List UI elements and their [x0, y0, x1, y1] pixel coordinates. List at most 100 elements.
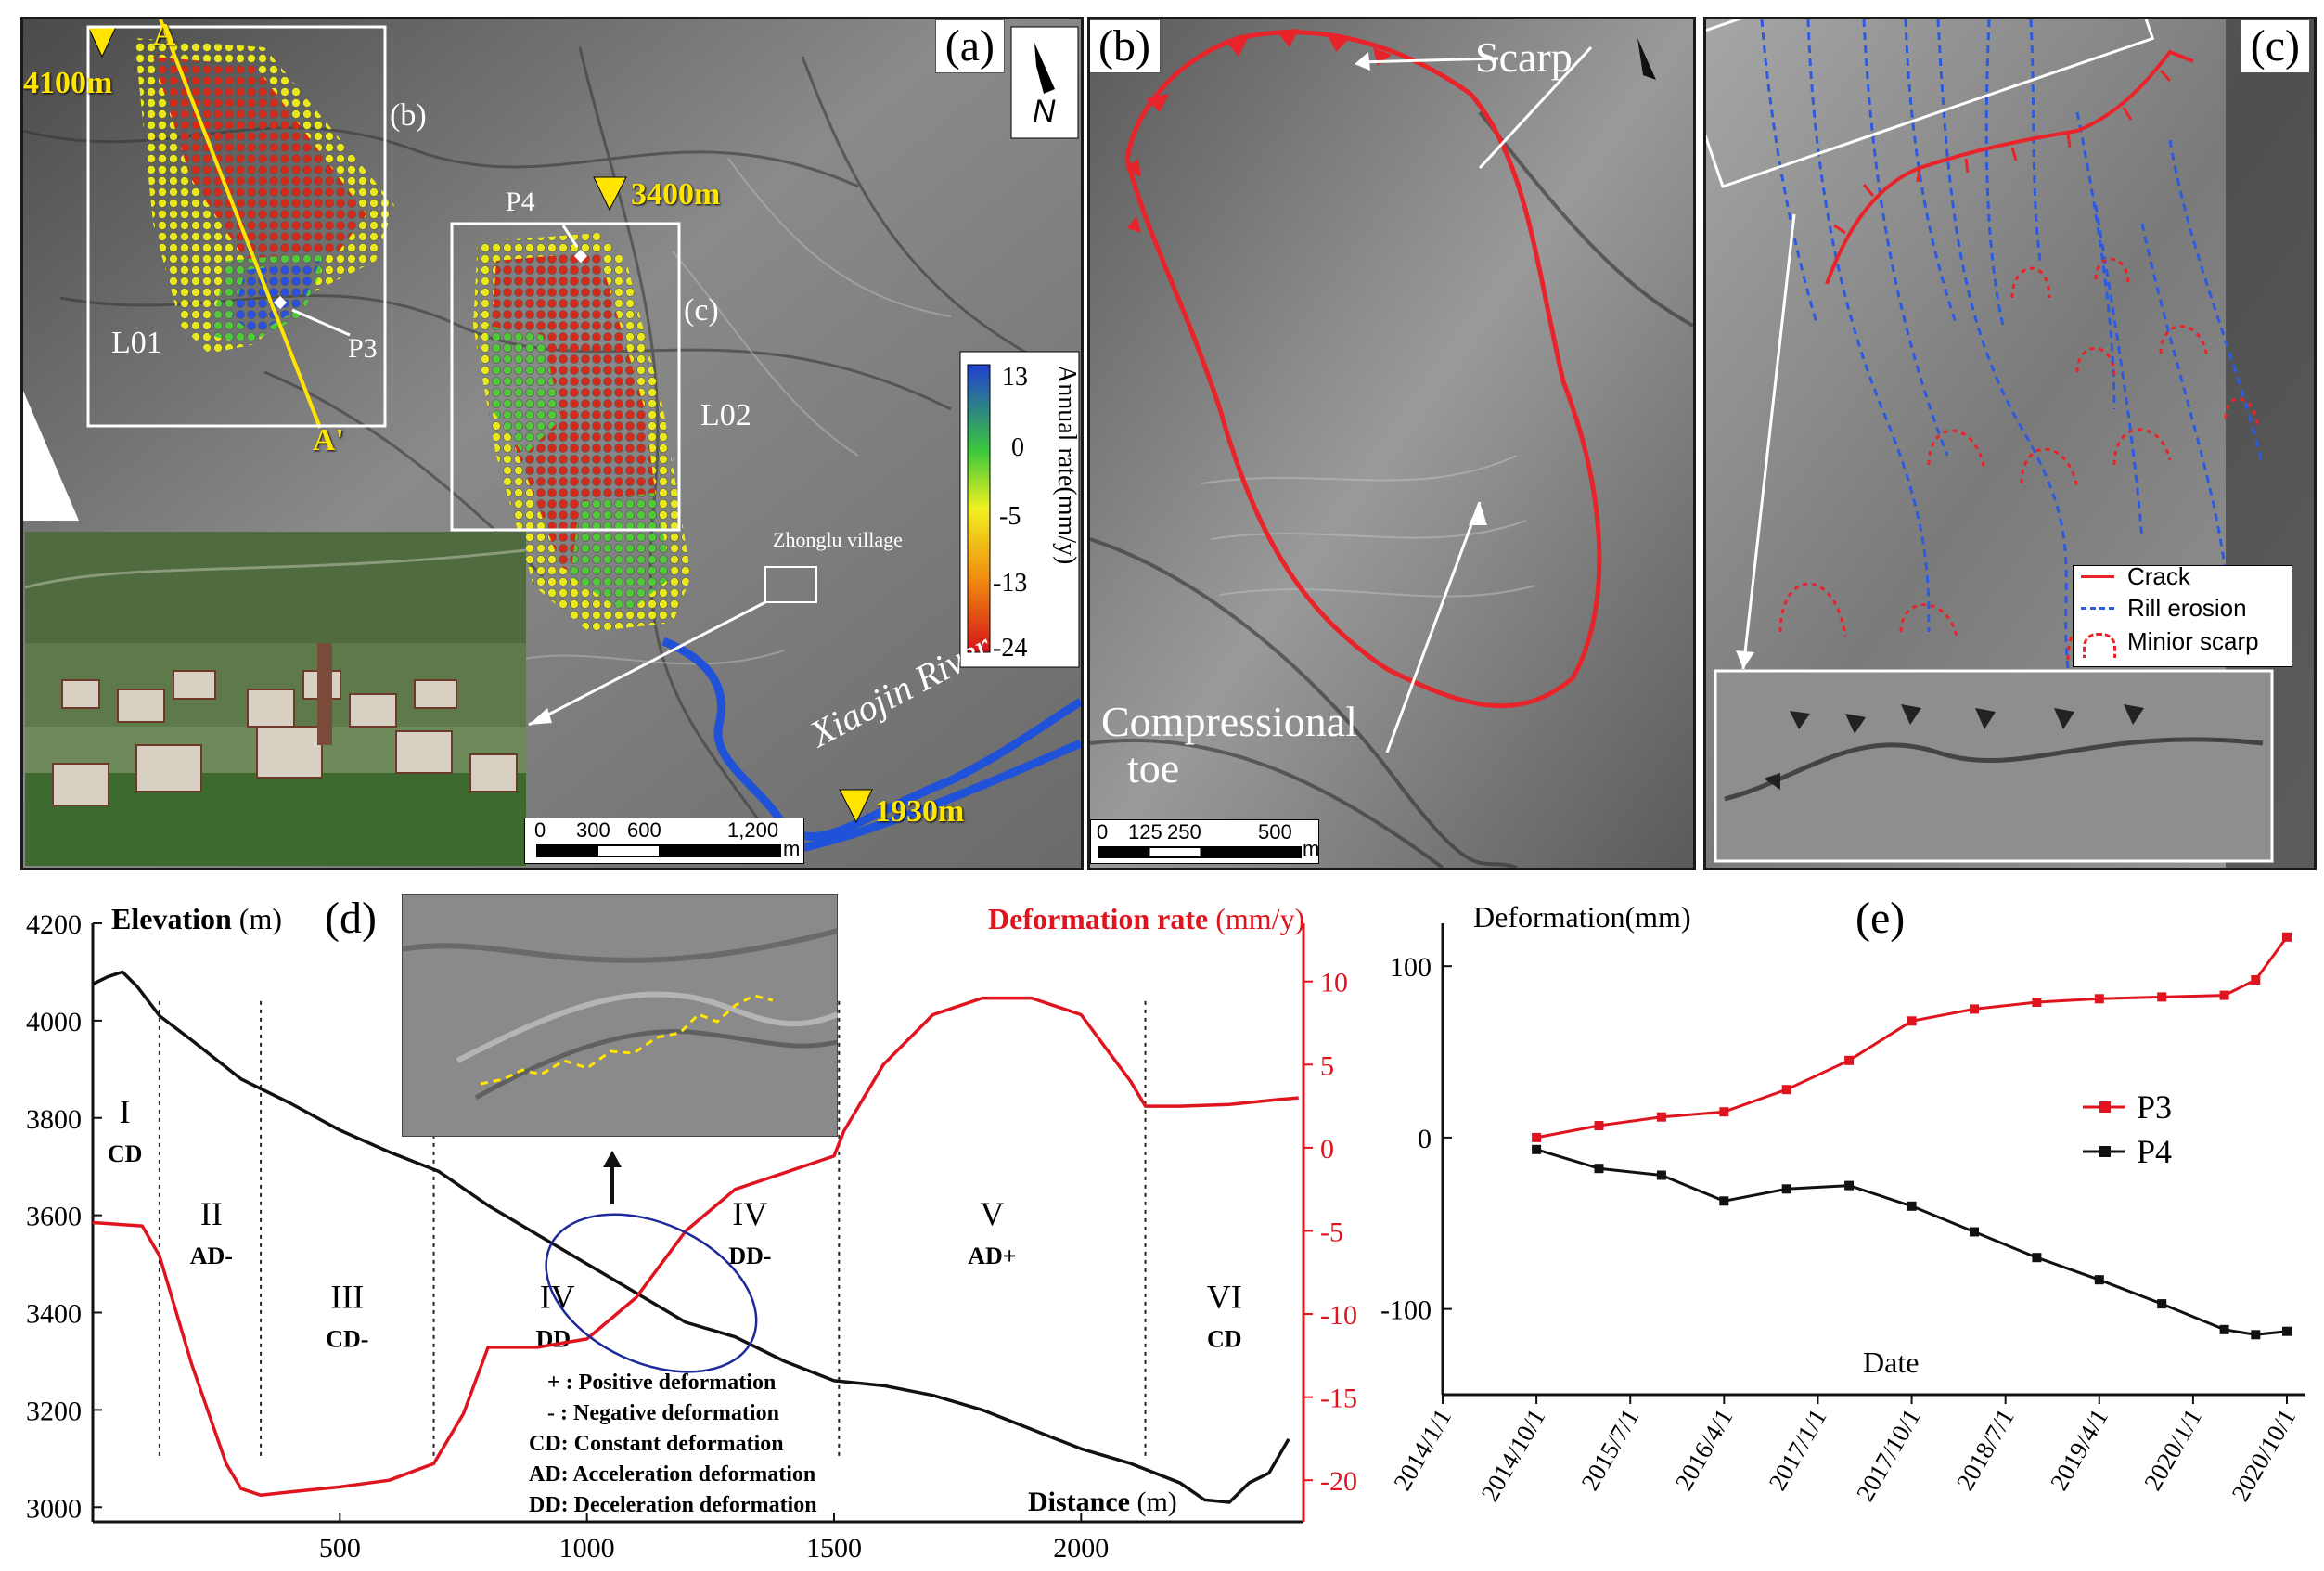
right-tick-label: 0	[1320, 1134, 1334, 1165]
left-tick-label: 3800	[26, 1104, 82, 1135]
panel-d-tag: (d)	[325, 894, 377, 943]
legend-crack: Crack	[2127, 562, 2190, 590]
data-point-P4	[1719, 1196, 1729, 1206]
deformation-notes: + : Positive deformation - : Negative de…	[529, 1368, 817, 1521]
e-x-tick-label: 2020/1/1	[2138, 1404, 2207, 1495]
zone-roman-label: VI	[1207, 1278, 1242, 1315]
scale-a-300: 300	[576, 818, 610, 842]
right-tick-label: -5	[1320, 1217, 1343, 1247]
e-x-tick-label: 2018/7/1	[1951, 1404, 2020, 1495]
zone-code-label: CD	[1207, 1325, 1242, 1352]
data-point-P3	[1844, 1055, 1855, 1065]
colorbar-tick-minus24: -24	[993, 634, 1028, 663]
elevation-profile-line	[92, 970, 1290, 1504]
series-trend-P4	[1535, 1148, 2288, 1336]
right-tick-label: 10	[1320, 968, 1348, 998]
colorbar-tick-minus5: -5	[999, 502, 1021, 531]
box-label-c: (c)	[684, 293, 719, 328]
data-point-P3	[2157, 992, 2167, 1002]
zone-code-label: AD-	[190, 1243, 233, 1269]
panel-a-tag: (a)	[934, 19, 1005, 73]
scale-b-0: 0	[1097, 820, 1109, 843]
e-x-tick-label: 2017/1/1	[1764, 1404, 1832, 1495]
e-y-tick-label: 100	[1390, 952, 1432, 983]
right-tick-label: -20	[1320, 1466, 1357, 1497]
e-x-tick-label: 2015/7/1	[1575, 1404, 1644, 1495]
panel-d-profile-chart: 3000 3200 3400 3600 3800 4000 4200 -20 -15 -10 -5 0…	[26, 909, 1357, 1564]
series-trend-P3	[1535, 935, 2289, 1140]
data-point-P4	[2251, 1330, 2261, 1340]
data-point-P3	[1656, 1112, 1666, 1122]
zhonglu-village-photo	[25, 532, 526, 866]
x-axis-title-text: Distance	[1028, 1487, 1130, 1517]
scale-a-unit: m	[783, 837, 801, 860]
zone-roman-label: IV	[732, 1195, 767, 1232]
data-point-P4	[2157, 1299, 2167, 1309]
left-axis-title: Elevation (m)	[111, 902, 282, 936]
left-axis-title-unit: (m)	[238, 902, 282, 935]
deformation-rate-line	[92, 996, 1299, 1498]
scale-b-unit: m	[1303, 837, 1320, 860]
elevation-label-3400m: 3400m	[631, 177, 721, 212]
point-label-p3: P3	[348, 333, 378, 364]
compressional-toe-label-2: toe	[1127, 744, 1180, 792]
right-axis-title-unit: (mm/y)	[1215, 902, 1305, 935]
data-point-P3	[1719, 1107, 1729, 1117]
data-point-P3	[2251, 975, 2261, 985]
data-point-P3	[2094, 994, 2104, 1004]
right-axis-title-text: Deformation rate	[988, 902, 1209, 935]
data-point-P3	[2282, 932, 2292, 942]
scale-b-125: 125	[1128, 820, 1162, 843]
data-point-P3	[1594, 1121, 1604, 1130]
data-point-P3	[2219, 990, 2229, 1000]
panel-a-scalebar: 0 300 600 1,200 m	[524, 818, 804, 864]
panel-c-tag: (c)	[2240, 19, 2310, 73]
data-point-P4	[1781, 1184, 1791, 1194]
panel-c-map: (c) Crack Rill erosion Minior scarp	[1703, 17, 2317, 870]
scale-b-500: 500	[1258, 820, 1292, 843]
panel-d-arrow-to-inset	[603, 1151, 622, 1204]
left-tick-label: 3600	[26, 1202, 82, 1232]
box-label-b: (b)	[390, 98, 427, 133]
zone-code-label: DD-	[728, 1243, 771, 1269]
left-tick-label: 3400	[26, 1299, 82, 1330]
panel-c-legend: Crack Rill erosion Minior scarp	[2073, 562, 2292, 667]
section-label-a-prime: A'	[313, 423, 344, 457]
legend-marker-P4	[2099, 1146, 2111, 1157]
e-x-tick-label: 2020/10/1	[2226, 1404, 2301, 1506]
zone-code-label: AD+	[968, 1243, 1016, 1269]
e-x-tick-label: 2014/1/1	[1388, 1404, 1457, 1495]
right-axis-title: Deformation rate (mm/y)	[988, 902, 1304, 936]
left-tick-label: 3200	[26, 1396, 82, 1426]
scale-a-600: 600	[627, 818, 661, 842]
legend-rill-erosion: Rill erosion	[2127, 594, 2247, 622]
panel-b-map: (b) Scarp Compressional toe 0 125 250 50…	[1087, 17, 1696, 870]
zone-roman-label: I	[120, 1093, 131, 1130]
colorbar-tick-13: 13	[1002, 363, 1028, 392]
e-y-tick-label: -100	[1380, 1295, 1432, 1326]
section-label-a: A	[153, 18, 176, 52]
panel-e-tag: (e)	[1855, 894, 1906, 943]
legend-label-P3: P3	[2137, 1088, 2172, 1126]
scale-a-1200: 1,200	[727, 818, 779, 842]
data-point-P4	[2094, 1275, 2104, 1285]
x-tick-label: 500	[319, 1533, 361, 1564]
scale-b-250: 250	[1167, 820, 1201, 843]
note-constant: CD: Constant deformation	[529, 1432, 784, 1456]
zone-roman-label: V	[980, 1195, 1004, 1232]
x-tick-label: 1500	[806, 1533, 862, 1564]
panel-a-map: (a) 4100m 3400m 1930m A A' (b) (c) L01 L…	[20, 17, 1084, 870]
scarp-label: Scarp	[1475, 33, 1573, 81]
panel-e-x-title: Date	[1863, 1346, 1920, 1379]
x-axis-title-unit: (m)	[1136, 1487, 1177, 1517]
note-acceleration: AD: Acceleration deformation	[529, 1462, 816, 1487]
panel-e-timeseries-chart: -100 0 100 2014/1/1 2014/10/1 2015/7/1 2016/4/…	[1380, 923, 2305, 1506]
data-point-P4	[1970, 1227, 1979, 1237]
e-x-tick-label: 2016/4/1	[1670, 1404, 1739, 1495]
data-point-P4	[2219, 1324, 2229, 1334]
e-y-tick-label: 0	[1418, 1124, 1432, 1154]
highlight-ellipse	[545, 1213, 758, 1373]
panel-b-scalebar: 0 125 250 500 m	[1090, 819, 1319, 864]
colorbar-tick-0: 0	[1011, 433, 1024, 462]
right-tick-label: 5	[1320, 1050, 1334, 1081]
